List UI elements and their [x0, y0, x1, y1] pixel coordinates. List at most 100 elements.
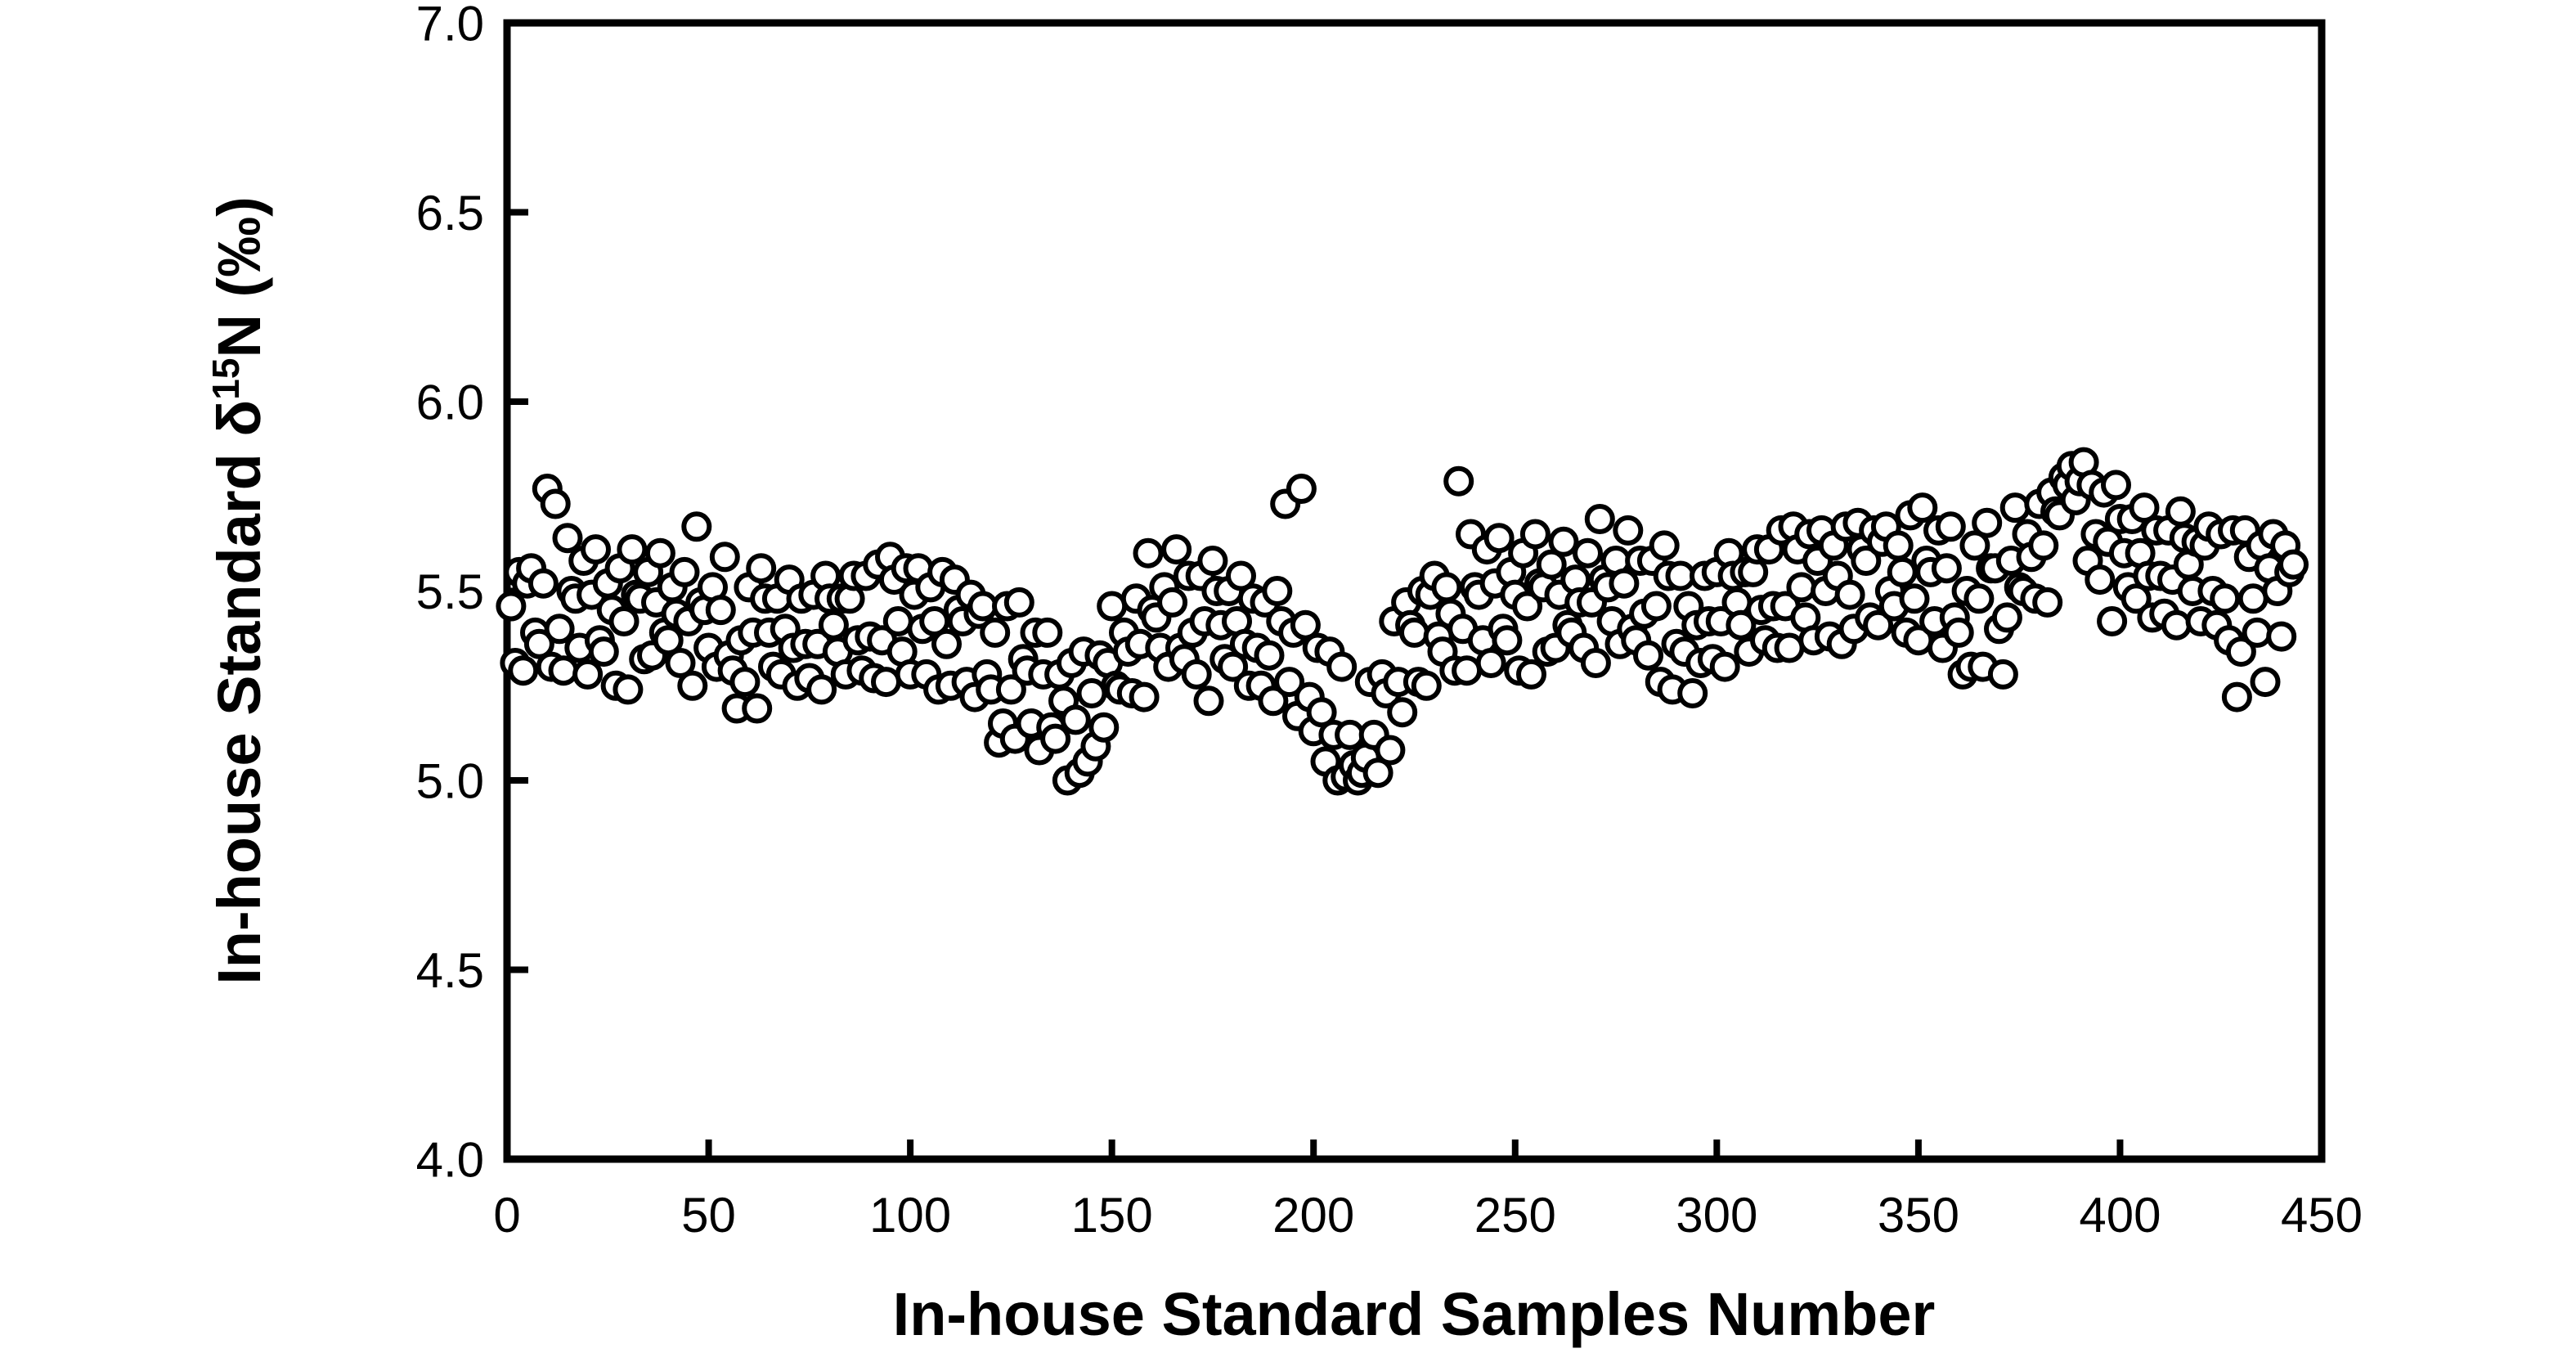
- data-point: [1548, 526, 1579, 557]
- data-point: [1157, 587, 1188, 618]
- data-point: [1097, 591, 1128, 622]
- data-point: [709, 542, 740, 573]
- data-point: [681, 511, 712, 542]
- data-point: [1326, 651, 1358, 682]
- x-tick-label: 200: [1272, 1188, 1354, 1243]
- data-point: [1076, 678, 1107, 708]
- data-point: [540, 488, 571, 519]
- data-point: [527, 568, 559, 599]
- data-point: [1262, 576, 1293, 606]
- y-axis-title-prefix: In-house Standard δ: [205, 400, 273, 985]
- data-point: [1003, 587, 1034, 618]
- data-point: [1883, 530, 1914, 561]
- x-tick-label: 250: [1474, 1188, 1556, 1243]
- data-point: [1181, 659, 1212, 690]
- data-point: [548, 655, 579, 686]
- x-tick-label: 150: [1071, 1188, 1153, 1243]
- data-point: [1573, 537, 1603, 569]
- data-point: [1609, 568, 1640, 599]
- data-point: [1443, 465, 1474, 497]
- data-point: [2242, 617, 2273, 648]
- data-point: [644, 537, 675, 569]
- data-point: [2266, 621, 2297, 652]
- y-axis-tick-labels: 4.0 4.5 5.0 5.5 6.0 6.5 7.0: [416, 0, 484, 1188]
- data-points: [496, 447, 2309, 796]
- x-tick-label: 50: [681, 1188, 736, 1243]
- data-point: [617, 534, 648, 565]
- data-point: [818, 609, 849, 641]
- data-point: [1411, 670, 1442, 701]
- x-tick-label: 350: [1878, 1188, 1959, 1243]
- data-point: [508, 655, 539, 686]
- data-point: [1963, 583, 1995, 614]
- data-point: [1991, 602, 2022, 633]
- data-point: [1274, 667, 1305, 698]
- data-point: [871, 667, 901, 698]
- data-point: [1972, 507, 2003, 538]
- data-point: [1032, 617, 1063, 648]
- data-point: [2129, 492, 2160, 524]
- data-point: [1362, 757, 1393, 789]
- data-point: [1290, 609, 1321, 641]
- data-point: [1851, 546, 1882, 576]
- data-point: [581, 534, 611, 565]
- data-point: [967, 591, 999, 622]
- data-point: [2097, 606, 2128, 636]
- y-tick-label: 6.5: [416, 186, 484, 240]
- y-axis-title: In-house Standard δ15N (‰): [204, 196, 273, 985]
- data-point: [2237, 583, 2269, 614]
- data-point: [1584, 504, 1615, 534]
- data-point: [1452, 655, 1483, 686]
- data-point: [746, 553, 777, 584]
- data-point: [2210, 583, 2241, 614]
- x-tick-label: 300: [1676, 1188, 1757, 1243]
- data-point: [1536, 549, 1567, 580]
- data-point: [729, 667, 761, 698]
- data-point: [496, 591, 527, 622]
- data-point: [1375, 735, 1406, 766]
- data-point: [882, 606, 913, 636]
- data-point: [1254, 640, 1285, 671]
- data-point: [995, 674, 1026, 705]
- y-tick-label: 5.5: [416, 564, 484, 619]
- y-tick-label: 6.0: [416, 375, 484, 430]
- data-point: [2120, 583, 2152, 614]
- data-point: [1060, 704, 1091, 735]
- data-point: [1935, 511, 1966, 542]
- data-point: [931, 628, 962, 659]
- data-point: [1959, 530, 1990, 561]
- data-point: [1887, 556, 1918, 587]
- data-point: [1519, 519, 1551, 550]
- data-point: [1709, 651, 1740, 682]
- data-point: [1774, 632, 1805, 663]
- x-tick-label: 450: [2281, 1188, 2363, 1243]
- data-point: [2221, 681, 2252, 712]
- x-tick-label: 100: [869, 1188, 951, 1243]
- data-point: [806, 674, 837, 705]
- data-point: [1387, 697, 1418, 728]
- data-point: [1943, 617, 1974, 648]
- data-point: [1665, 560, 1696, 591]
- data-point: [1786, 572, 1817, 603]
- data-point: [705, 595, 736, 626]
- data-point: [980, 617, 1011, 648]
- data-point: [665, 648, 696, 678]
- data-point: [1649, 530, 1680, 561]
- data-point: [919, 606, 950, 636]
- y-tick-label: 5.0: [416, 754, 484, 809]
- data-point: [669, 556, 700, 587]
- data-point: [1286, 474, 1317, 504]
- data-point: [1834, 579, 1865, 610]
- data-point: [613, 674, 644, 705]
- data-point: [1218, 651, 1249, 682]
- data-point: [2032, 587, 2063, 618]
- data-point: [1907, 492, 1938, 524]
- data-point: [677, 670, 708, 701]
- data-point: [2028, 530, 2059, 561]
- y-axis-title-superscript: 15: [204, 358, 247, 400]
- data-point: [1335, 719, 1366, 750]
- data-point: [588, 636, 619, 668]
- data-point: [2101, 470, 2131, 501]
